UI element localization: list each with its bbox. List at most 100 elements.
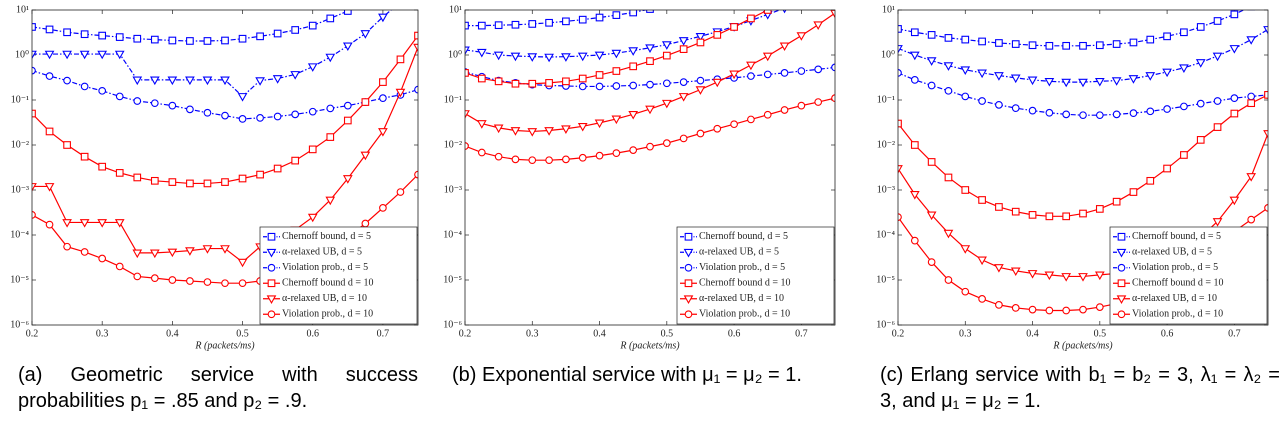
caption: (a) Geometric service with success proba… xyxy=(18,364,418,412)
marker xyxy=(1247,10,1256,11)
marker xyxy=(1028,41,1037,50)
marker xyxy=(221,111,229,120)
marker xyxy=(797,101,806,110)
marker xyxy=(926,211,937,221)
marker xyxy=(1112,40,1121,48)
marker xyxy=(1146,35,1155,44)
marker xyxy=(831,94,835,102)
marker xyxy=(343,116,352,125)
marker xyxy=(927,258,936,266)
marker xyxy=(291,26,300,34)
marker xyxy=(202,245,213,254)
marker xyxy=(45,25,54,34)
marker xyxy=(186,179,194,188)
marker xyxy=(395,88,406,98)
marker xyxy=(32,50,37,60)
plot-frame xyxy=(897,9,1269,326)
marker xyxy=(944,173,953,182)
marker xyxy=(167,248,178,258)
marker xyxy=(1078,78,1088,88)
y-tick-label: 10⁻² xyxy=(11,139,29,150)
x-tick-label: 0.5 xyxy=(1094,328,1107,339)
marker xyxy=(413,43,418,53)
marker xyxy=(544,127,554,136)
marker xyxy=(961,35,970,44)
marker xyxy=(978,295,986,303)
y-tick-label: 10⁻⁵ xyxy=(10,274,29,285)
marker xyxy=(763,70,772,79)
marker xyxy=(1010,267,1021,277)
marker xyxy=(44,183,55,192)
x-tick-label: 0.4 xyxy=(166,328,179,339)
marker xyxy=(1062,41,1071,50)
marker xyxy=(414,85,418,94)
marker xyxy=(779,42,790,52)
marker xyxy=(528,20,537,28)
marker xyxy=(1246,173,1257,182)
marker xyxy=(511,20,520,29)
legend-label: α-relaxed UB, d = 10 xyxy=(1132,293,1217,304)
marker xyxy=(115,92,124,101)
marker xyxy=(63,76,71,85)
marker xyxy=(1263,130,1268,139)
marker xyxy=(255,77,265,86)
marker xyxy=(62,219,72,228)
marker xyxy=(1163,32,1171,41)
marker xyxy=(1028,106,1037,115)
marker xyxy=(612,67,621,75)
marker xyxy=(1213,97,1222,105)
marker xyxy=(1078,273,1088,282)
legend-marker xyxy=(683,295,694,304)
marker xyxy=(273,164,282,173)
caption: (b) Exponential service with μ₁ = μ₂ = 1… xyxy=(452,364,802,386)
marker xyxy=(730,23,738,31)
marker xyxy=(203,37,212,45)
marker xyxy=(256,114,264,122)
marker xyxy=(910,236,919,245)
marker xyxy=(114,219,125,228)
marker xyxy=(578,82,587,91)
legend-marker xyxy=(684,232,693,241)
marker xyxy=(1062,110,1071,119)
marker xyxy=(1246,36,1257,45)
marker xyxy=(595,71,604,79)
marker xyxy=(238,115,247,123)
marker xyxy=(307,213,318,223)
y-tick-label: 10⁻¹ xyxy=(444,94,462,105)
legend-label: Violation prob., d = 5 xyxy=(1132,262,1218,273)
marker xyxy=(562,155,570,164)
legend-marker xyxy=(267,279,276,288)
marker xyxy=(511,155,520,164)
marker xyxy=(578,153,587,162)
y-tick-label: 10⁻¹ xyxy=(877,94,895,105)
legend-label: Chernoff bound, d = 5 xyxy=(282,231,371,242)
plot-content xyxy=(465,2,835,165)
marker xyxy=(1027,76,1038,86)
marker xyxy=(98,31,107,40)
marker xyxy=(662,79,671,88)
marker xyxy=(1163,105,1171,113)
marker xyxy=(168,101,177,110)
y-tick-label: 10⁻⁴ xyxy=(876,229,895,240)
marker xyxy=(1095,303,1104,311)
marker xyxy=(1129,38,1138,47)
marker xyxy=(628,110,639,120)
y-tick-label: 10⁻⁴ xyxy=(10,229,29,240)
marker xyxy=(307,63,318,72)
marker xyxy=(611,115,622,125)
marker xyxy=(943,229,954,239)
marker xyxy=(97,219,108,228)
marker xyxy=(325,196,336,206)
marker xyxy=(493,51,504,61)
marker xyxy=(256,170,264,179)
marker xyxy=(646,142,654,151)
marker xyxy=(713,124,722,133)
marker xyxy=(664,2,671,9)
marker xyxy=(32,183,37,192)
marker xyxy=(1044,271,1055,281)
plot-frame xyxy=(31,9,419,326)
marker xyxy=(150,274,159,282)
marker xyxy=(763,110,772,119)
marker xyxy=(578,74,587,83)
